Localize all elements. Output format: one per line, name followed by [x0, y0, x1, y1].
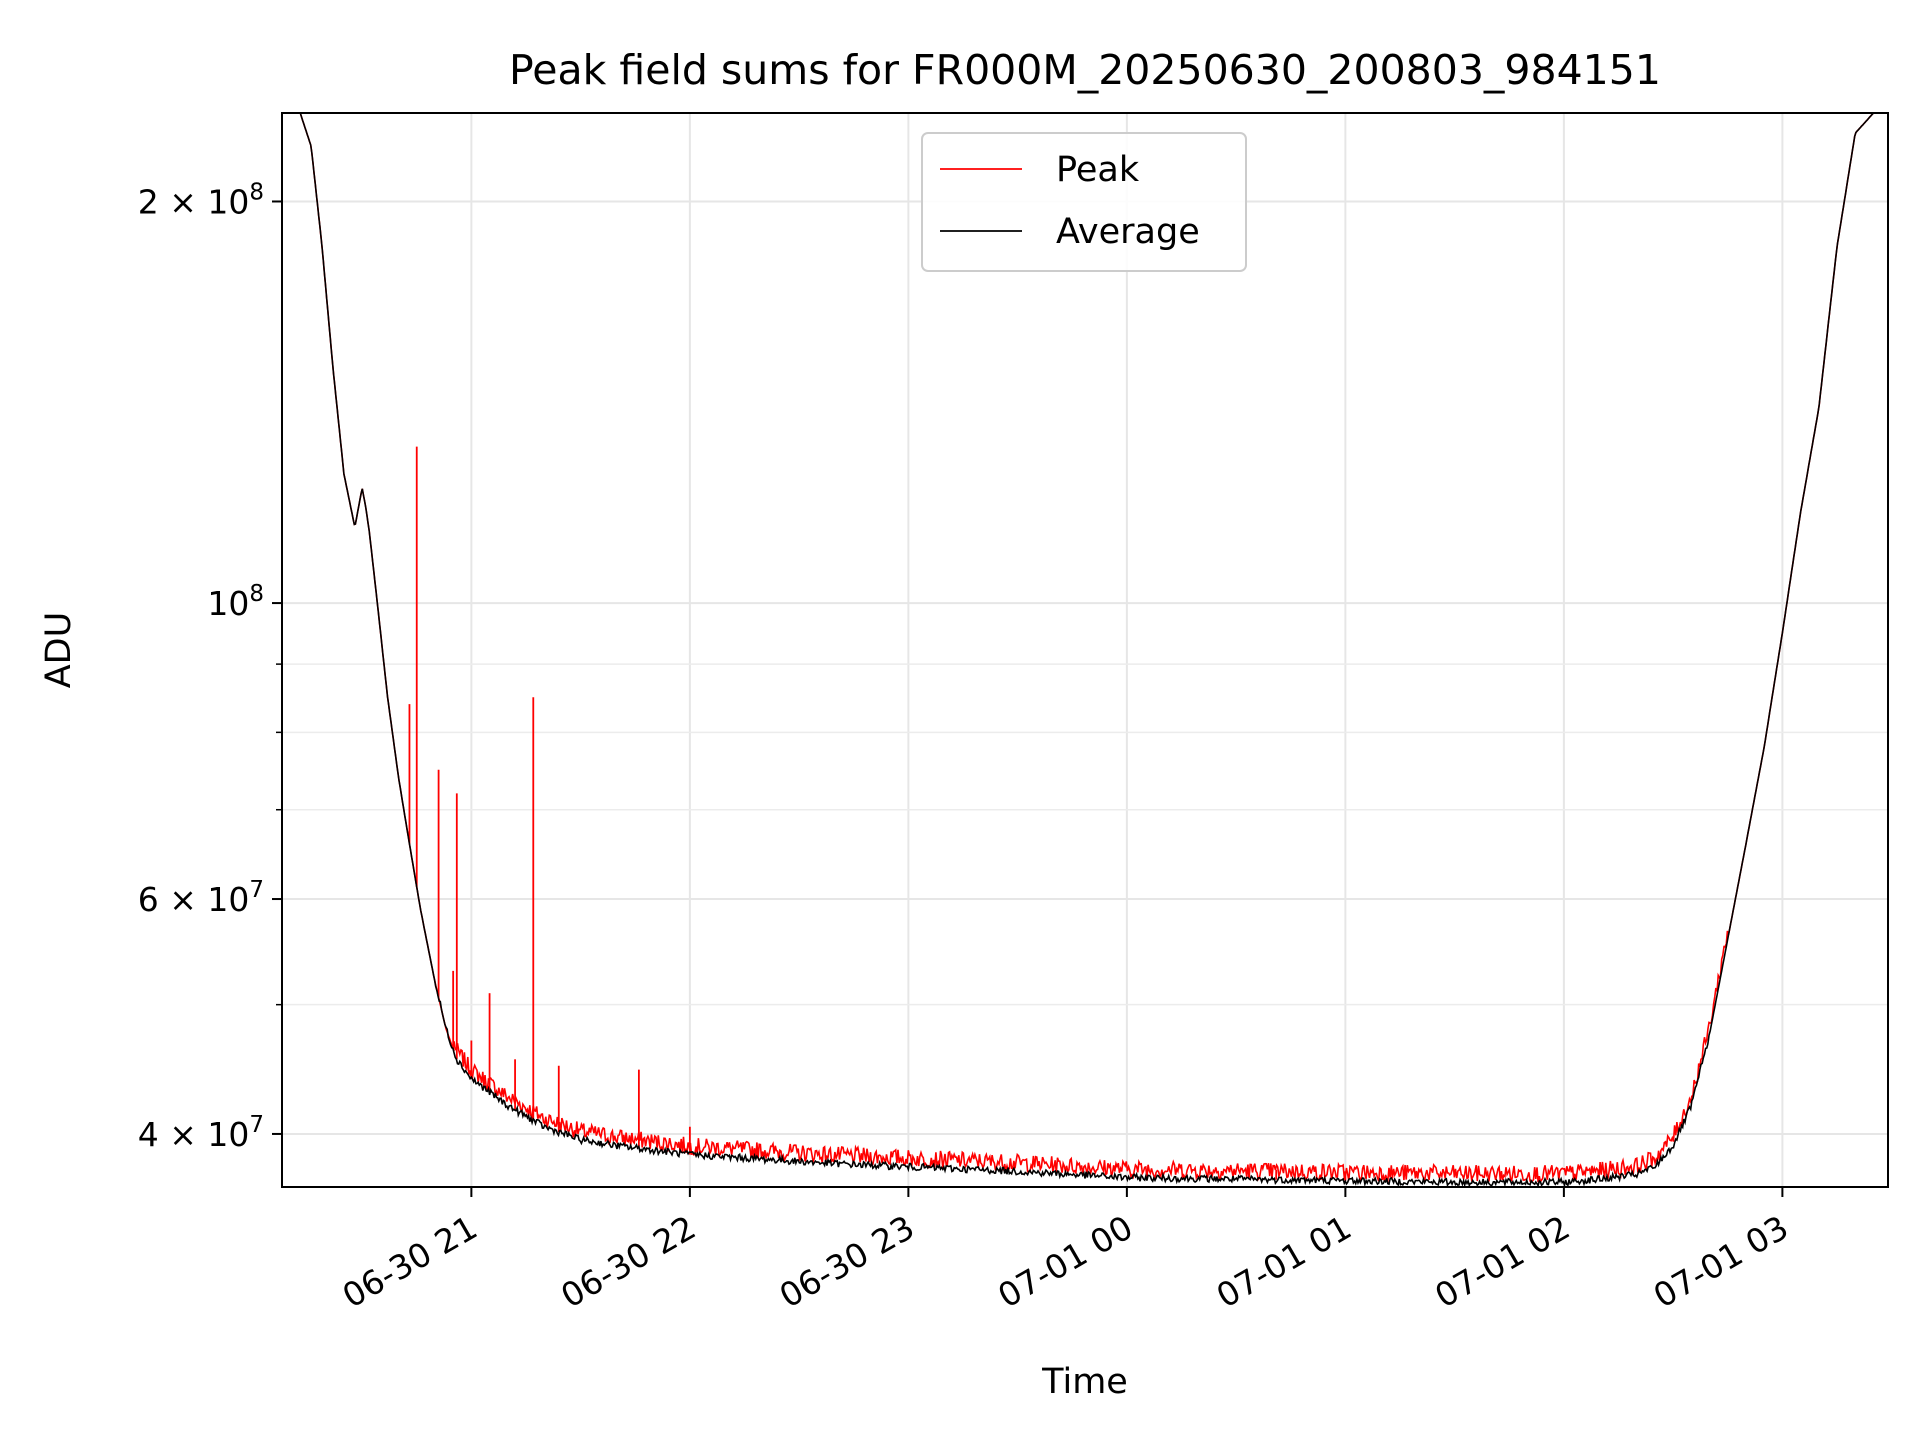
x-tick-label: 06-30 22 [554, 1208, 702, 1316]
x-tick-label: 07-01 03 [1647, 1208, 1795, 1316]
x-axis-label: Time [1041, 1362, 1128, 1402]
x-tick-label: 06-30 23 [773, 1208, 921, 1316]
y-tick-label: 108 [207, 581, 264, 623]
x-tick-label: 07-01 00 [991, 1208, 1139, 1316]
series-peak-line [282, 113, 1888, 1184]
legend-label-average: Average [1056, 212, 1200, 252]
axes [281, 112, 1889, 1188]
legend-label-peak: Peak [1056, 150, 1140, 190]
legend: Peak Average [921, 132, 1247, 272]
plot-frame [281, 112, 1889, 1188]
x-tick-label: 07-01 02 [1428, 1208, 1576, 1316]
y-tick-label: 2 × 108 [138, 179, 264, 221]
x-tick-label: 07-01 01 [1210, 1208, 1358, 1316]
chart-title: Peak field sums for FR000M_20250630_2008… [509, 46, 1661, 94]
legend-box [921, 132, 1247, 272]
x-tick-label: 06-30 21 [336, 1208, 484, 1316]
grid-lines [282, 113, 1888, 1187]
series-average-line [282, 113, 1888, 1187]
ticks: 06-30 21 06-30 22 06-30 23 07-01 00 07-01 01… [138, 179, 1795, 1315]
plot-area [282, 113, 1888, 1187]
y-axis-label: ADU [39, 612, 79, 689]
y-tick-label: 6 × 107 [138, 877, 264, 919]
y-tick-label: 4 × 107 [138, 1112, 264, 1154]
